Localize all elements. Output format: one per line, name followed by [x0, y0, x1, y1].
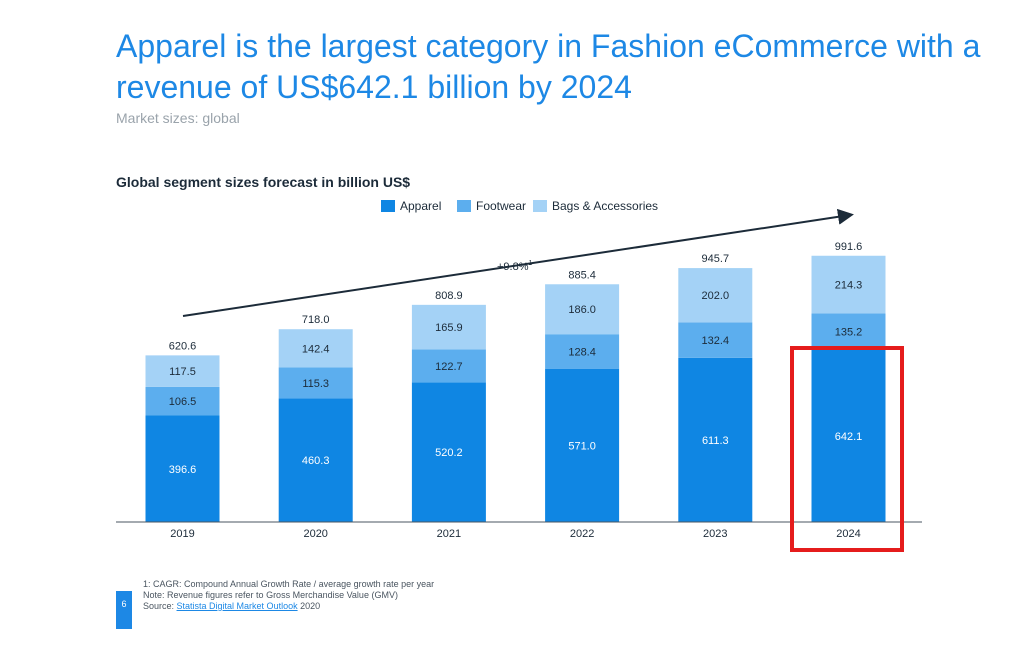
legend-swatch-footwear [457, 200, 471, 212]
value-label-apparel-2021: 520.2 [435, 447, 463, 459]
source-link[interactable]: Statista Digital Market Outlook [176, 601, 298, 611]
value-label-footwear-2021: 122.7 [435, 361, 463, 373]
bar-footwear-2024 [811, 313, 886, 350]
bar-footwear-2021 [411, 349, 486, 383]
legend-label-footwear: Footwear [476, 199, 526, 213]
legend-swatch-bags-accessories [533, 200, 547, 212]
bar-bags-accessories-2023 [678, 268, 753, 323]
growth-arrow [182, 208, 854, 317]
bar-apparel-2019 [145, 415, 220, 522]
value-label-apparel-2024: 642.1 [835, 431, 863, 443]
value-label-bags-accessories-2022: 186.0 [568, 304, 596, 316]
legend-label-bags-accessories: Bags & Accessories [552, 199, 658, 213]
page-number-badge: 6 [116, 591, 132, 629]
total-label-2021: 808.9 [435, 290, 463, 302]
x-tick-label-2020: 2020 [303, 528, 327, 540]
bar-bags-accessories-2019 [145, 355, 220, 387]
bar-apparel-2021 [411, 382, 486, 522]
bar-bags-accessories-2022 [545, 284, 620, 335]
label-group: 396.6 106.5 117.5 620.6 2019 460.3 115.3 142.4 7… [169, 241, 863, 540]
bar-apparel-2024 [811, 349, 886, 522]
bar-bags-accessories-2021 [411, 304, 486, 350]
total-label-2020: 718.0 [302, 314, 330, 326]
legend-label-apparel: Apparel [400, 199, 441, 213]
value-label-apparel-2020: 460.3 [302, 455, 330, 467]
bar-bags-accessories-2020 [278, 329, 353, 368]
bar-footwear-2019 [145, 386, 220, 416]
chart-legend: Apparel Footwear Bags & Accessories [381, 199, 658, 213]
value-label-apparel-2023: 611.3 [702, 435, 729, 447]
page-title: Apparel is the largest category in Fashi… [116, 28, 981, 105]
source-prefix: Source: [143, 601, 177, 611]
bar-footwear-2023 [678, 322, 753, 358]
x-tick-label-2023: 2023 [703, 528, 727, 540]
bar-footwear-2020 [278, 367, 353, 399]
value-label-apparel-2022: 571.0 [568, 440, 596, 452]
cagr-footnote-ref: 1 [529, 260, 533, 267]
bar-bags-accessories-2024 [811, 255, 886, 314]
value-label-apparel-2019: 396.6 [169, 464, 197, 476]
chart-title: Global segment sizes forecast in billion… [116, 174, 411, 190]
value-label-footwear-2019: 106.5 [169, 396, 197, 408]
footnotes: 1: CAGR: Compound Annual Growth Rate / a… [143, 579, 434, 612]
value-label-footwear-2020: 115.3 [302, 378, 329, 390]
footnote-source: Source: Statista Digital Market Outlook … [143, 601, 434, 612]
bar-apparel-2023 [678, 357, 753, 522]
total-label-2022: 885.4 [568, 269, 596, 281]
total-label-2019: 620.6 [169, 340, 197, 352]
cagr-label: +9.8%1 [497, 260, 533, 273]
value-label-bags-accessories-2019: 117.5 [169, 366, 196, 378]
value-label-bags-accessories-2023: 202.0 [702, 290, 730, 302]
total-label-2024: 991.6 [835, 241, 863, 253]
legend-swatch-apparel [381, 200, 395, 212]
value-label-bags-accessories-2024: 214.3 [835, 280, 863, 292]
value-label-bags-accessories-2021: 165.9 [435, 322, 463, 334]
bar-group [116, 255, 922, 523]
bar-apparel-2020 [278, 398, 353, 522]
source-suffix: 2020 [297, 601, 321, 611]
footnote-gmv: Note: Revenue figures refer to Gross Mer… [143, 590, 398, 600]
growth-annotation: +9.8%1 [182, 208, 854, 317]
value-label-bags-accessories-2020: 142.4 [302, 343, 330, 355]
footnote-cagr: 1: CAGR: Compound Annual Growth Rate / a… [143, 579, 435, 589]
value-label-footwear-2024: 135.2 [835, 326, 863, 338]
highlight-box-2024 [790, 346, 904, 552]
x-tick-label-2019: 2019 [170, 528, 194, 540]
value-label-footwear-2023: 132.4 [702, 335, 730, 347]
x-tick-label-2022: 2022 [570, 528, 594, 540]
x-tick-label-2024: 2024 [836, 528, 860, 540]
page-subtitle: Market sizes: global [116, 110, 240, 126]
total-label-2023: 945.7 [702, 253, 730, 265]
bar-apparel-2022 [545, 368, 620, 522]
value-label-footwear-2022: 128.4 [568, 346, 596, 358]
bar-footwear-2022 [545, 334, 620, 369]
x-tick-label-2021: 2021 [437, 528, 461, 540]
